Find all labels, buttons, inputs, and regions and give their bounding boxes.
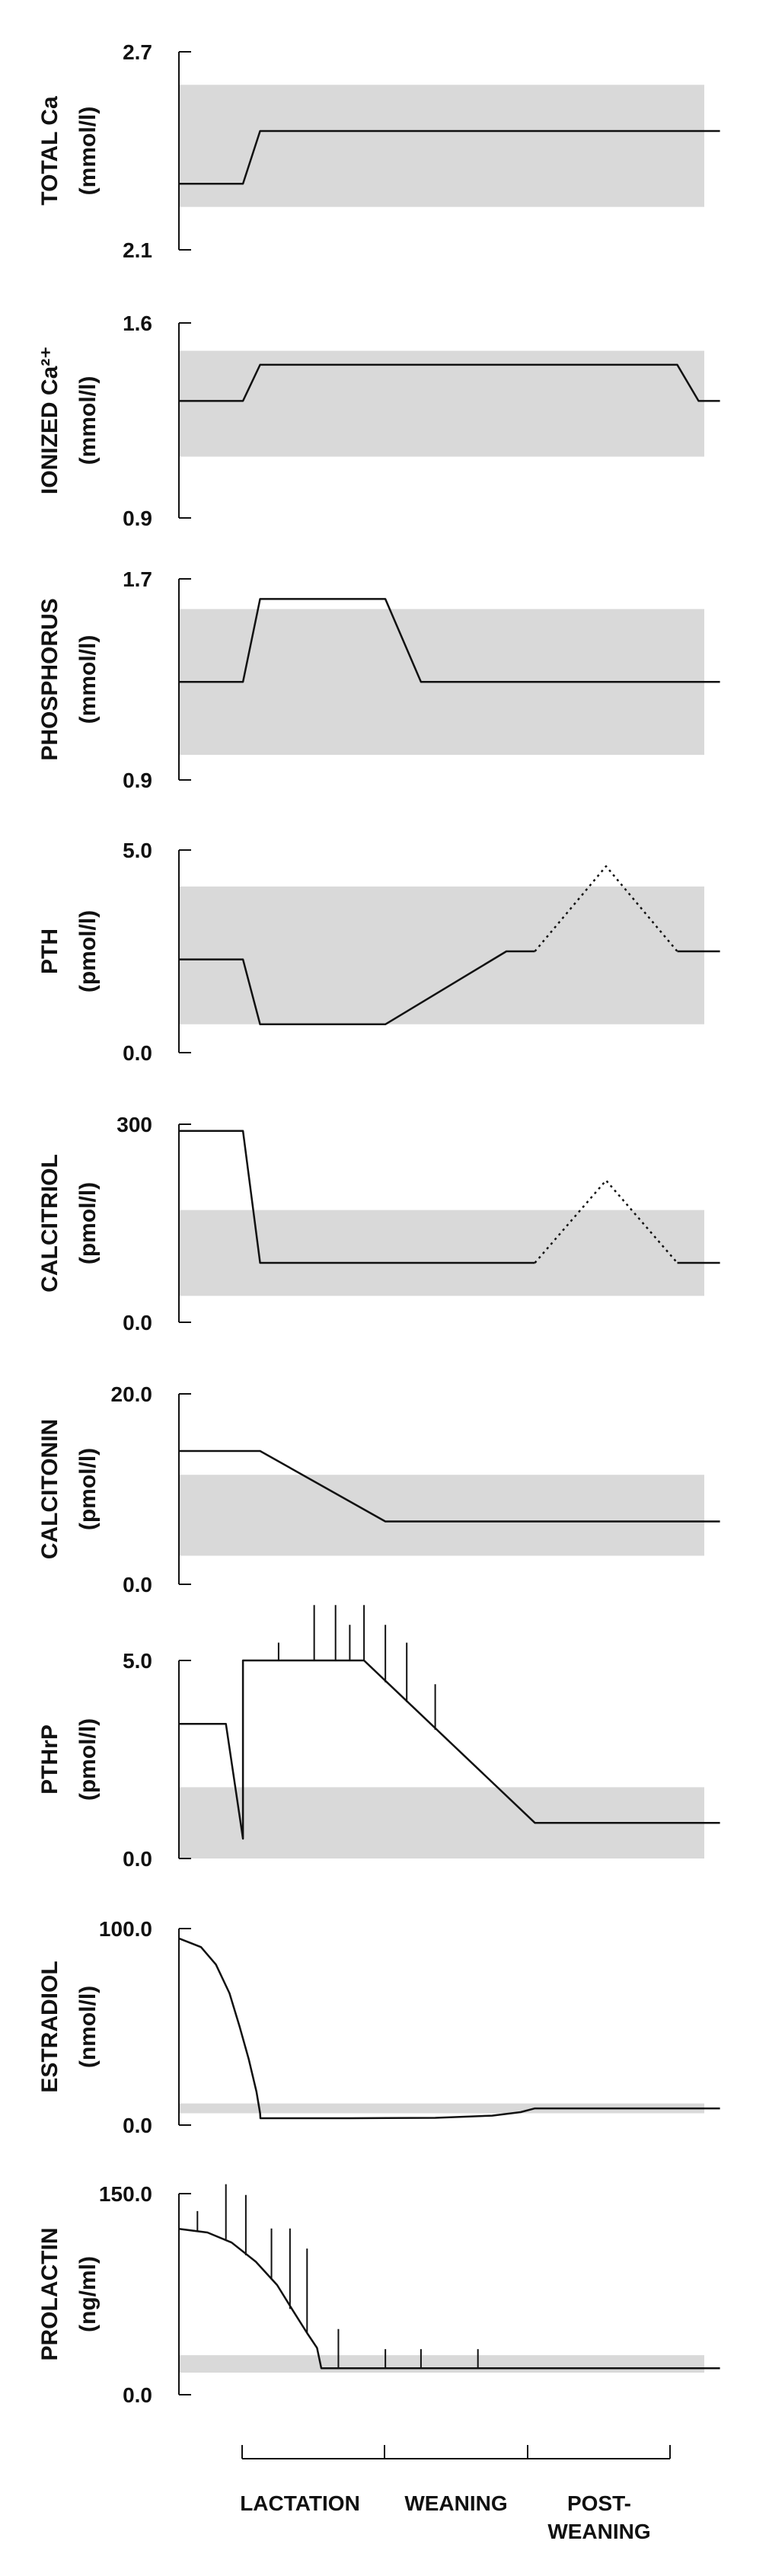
y-axis-label: (pmol/l)	[75, 1448, 101, 1530]
chart-panel: 5.0 0.0 PTH (pmol/l)	[37, 839, 720, 1065]
y-axis-label: (nmol/l)	[75, 1986, 101, 2068]
y-tick-label: 5.0	[123, 1649, 152, 1673]
y-axis-label: CALCITONIN	[37, 1419, 62, 1559]
timeline-axis: LACTATION WEANING POST- WEANING	[240, 2445, 671, 2543]
series-line	[179, 598, 720, 683]
y-tick-label: 1.6	[123, 312, 152, 335]
y-axis-label: PROLACTIN	[37, 2228, 62, 2361]
chart-panel: 300 0.0 CALCITRIOL (pmol/l)	[37, 1113, 720, 1334]
normal-range-band	[179, 1210, 704, 1296]
y-tick-label: 0.9	[123, 507, 152, 530]
normal-range-band	[179, 1475, 704, 1556]
chart-panel: 2.7 2.1 TOTAL Ca (mmol/l)	[37, 40, 720, 262]
chart-panel: 150.0 0.0 PROLACTIN (ng/ml)	[37, 2182, 720, 2407]
y-axis-label: IONIZED Ca²⁺	[37, 347, 62, 494]
timeline-label-post-weaning: WEANING	[547, 2520, 650, 2543]
timeline-label-weaning: WEANING	[404, 2491, 507, 2515]
y-axis-label: (mmol/l)	[75, 376, 101, 465]
y-axis-label: (mmol/l)	[75, 107, 101, 196]
timeline-label-post: POST-	[567, 2491, 631, 2515]
chart-panel: 5.0 0.0 PTHrP (pmol/l)	[37, 1605, 720, 1871]
series-line	[178, 2228, 720, 2370]
y-axis-label: (pmol/l)	[75, 1718, 101, 1801]
y-axis-label: (ng/ml)	[75, 2256, 101, 2332]
series-line	[179, 129, 720, 185]
chart-panel: 20.0 0.0 CALCITONIN (pmol/l)	[37, 1382, 720, 1596]
normal-range-band	[179, 85, 704, 207]
y-tick-label: 2.7	[123, 40, 152, 64]
series-line	[179, 1449, 720, 1523]
y-tick-label: 1.7	[123, 567, 152, 591]
y-tick-label: 5.0	[123, 839, 152, 862]
series-line	[178, 1937, 720, 2120]
y-tick-label: 0.0	[123, 1573, 152, 1596]
normal-range-band	[179, 350, 704, 457]
y-tick-label: 0.0	[123, 1041, 152, 1065]
y-axis-label: (pmol/l)	[75, 910, 101, 992]
y-axis-label: CALCITRIOL	[37, 1154, 62, 1293]
series-line	[179, 1130, 535, 1264]
series-line	[179, 363, 720, 402]
y-axis-label: TOTAL Ca	[37, 96, 62, 206]
y-tick-label: 150.0	[99, 2182, 152, 2206]
y-axis-label: PHOSPHORUS	[37, 598, 62, 760]
normal-range-band	[179, 2103, 704, 2114]
normal-range-band	[179, 886, 704, 1024]
y-tick-label: 2.1	[123, 238, 152, 262]
chart-panel: 1.6 0.9 IONIZED Ca²⁺ (mmol/l)	[37, 312, 720, 530]
series-line	[179, 950, 535, 1026]
y-tick-label: 0.9	[123, 769, 152, 792]
y-tick-label: 20.0	[111, 1382, 153, 1406]
timeline-label-lactation: LACTATION	[240, 2491, 360, 2515]
y-tick-label: 0.0	[123, 1847, 152, 1871]
y-axis-label: PTHrP	[37, 1724, 62, 1795]
chart-panel: 1.7 0.9 PHOSPHORUS (mmol/l)	[37, 567, 720, 792]
y-tick-label: 300	[116, 1113, 152, 1136]
normal-range-band	[179, 2355, 704, 2373]
y-axis-label: (pmol/l)	[75, 1182, 101, 1264]
series-line	[179, 1659, 720, 1840]
y-tick-label: 0.0	[123, 2114, 152, 2137]
series-line-dotted	[534, 865, 678, 952]
y-tick-label: 0.0	[123, 1311, 152, 1334]
y-tick-label: 0.0	[123, 2383, 152, 2407]
y-axis-label: (mmol/l)	[75, 635, 101, 724]
y-tick-label: 100.0	[99, 1917, 152, 1941]
y-axis-label: ESTRADIOL	[37, 1961, 62, 2092]
y-axis-label: PTH	[37, 928, 62, 974]
chart-panel: 100.0 0.0 ESTRADIOL (nmol/l)	[37, 1917, 720, 2137]
